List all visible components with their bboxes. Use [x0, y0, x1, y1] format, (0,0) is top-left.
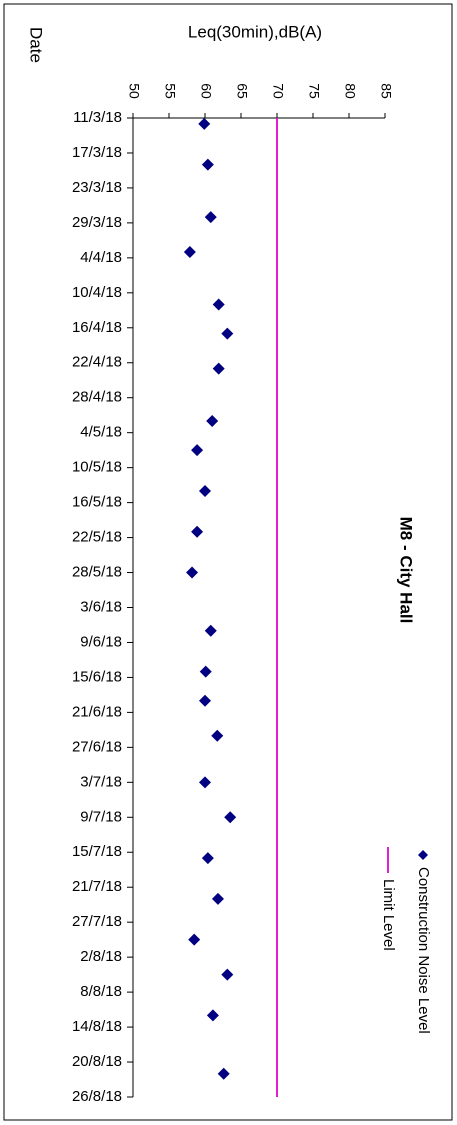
legend-label: Limit Level	[380, 879, 397, 951]
data-point	[206, 1009, 219, 1022]
y-tick-label: 75	[306, 83, 322, 99]
data-point	[199, 694, 211, 707]
legend-label: Construction Noise Level	[415, 867, 432, 1034]
data-point	[211, 729, 224, 742]
x-tick-label: 10/5/18	[72, 459, 122, 476]
x-tick-label: 9/7/18	[80, 808, 122, 825]
x-tick-label: 3/6/18	[80, 598, 122, 615]
data-point	[201, 852, 214, 865]
data-point	[198, 117, 211, 130]
y-axis-title: Leq(30min),dB(A)	[188, 22, 322, 41]
data-point	[186, 566, 199, 579]
y-tick-label: 80	[342, 83, 358, 99]
x-tick-label: 3/7/18	[80, 773, 122, 790]
y-tick-label: 55	[162, 83, 178, 99]
y-tick-label: 70	[270, 83, 286, 99]
x-tick-label: 16/4/18	[72, 319, 122, 336]
data-point	[201, 158, 214, 171]
data-point	[221, 968, 234, 981]
x-tick-label: 15/7/18	[72, 843, 122, 860]
data-point	[204, 211, 217, 224]
x-tick-label: 28/5/18	[72, 564, 122, 581]
data-point	[211, 892, 224, 905]
x-tick-label: 27/6/18	[72, 738, 122, 755]
x-tick-label: 15/6/18	[72, 668, 122, 685]
x-tick-label: 8/8/18	[80, 983, 122, 1000]
data-point	[188, 933, 201, 946]
data-point	[212, 362, 225, 375]
data-point	[199, 665, 212, 678]
data-point	[217, 1067, 230, 1080]
x-tick-label: 9/6/18	[80, 633, 122, 650]
y-tick-label: 65	[234, 83, 250, 99]
x-tick-label: 28/4/18	[72, 389, 122, 406]
data-point	[191, 444, 204, 457]
data-point	[199, 776, 211, 789]
x-tick-label: 23/3/18	[72, 179, 122, 196]
x-tick-label: 11/3/18	[73, 109, 122, 126]
x-tick-label: 16/5/18	[72, 494, 122, 511]
data-point	[206, 415, 219, 428]
data-point	[191, 525, 204, 538]
y-tick-label: 60	[198, 83, 214, 99]
x-axis-title: Date	[27, 27, 46, 63]
y-tick-label: 85	[378, 83, 394, 99]
x-tick-label: 27/7/18	[72, 913, 122, 930]
x-tick-label: 4/5/18	[80, 424, 122, 441]
x-tick-label: 4/4/18	[80, 249, 122, 266]
x-tick-label: 22/5/18	[72, 529, 122, 546]
x-tick-label: 20/8/18	[72, 1053, 122, 1070]
x-tick-label: 22/4/18	[72, 354, 122, 371]
x-tick-label: 14/8/18	[72, 1018, 122, 1035]
data-point	[183, 246, 196, 259]
data-point	[199, 484, 211, 497]
y-tick-label: 50	[126, 83, 142, 99]
x-tick-label: 26/8/18	[72, 1088, 122, 1105]
data-point	[221, 327, 234, 340]
data-point	[204, 624, 217, 637]
x-tick-label: 17/3/18	[72, 144, 122, 161]
data-point	[224, 811, 237, 824]
chart-title: M8 - City Hall	[397, 517, 416, 624]
x-tick-label: 10/4/18	[72, 284, 122, 301]
x-tick-label: 2/8/18	[80, 948, 122, 965]
chart-border	[3, 3, 453, 1121]
x-tick-label: 21/7/18	[72, 878, 122, 895]
x-tick-label: 29/3/18	[72, 214, 122, 231]
x-tick-label: 21/6/18	[72, 703, 122, 720]
legend-swatch	[418, 850, 428, 860]
data-point	[212, 298, 225, 311]
